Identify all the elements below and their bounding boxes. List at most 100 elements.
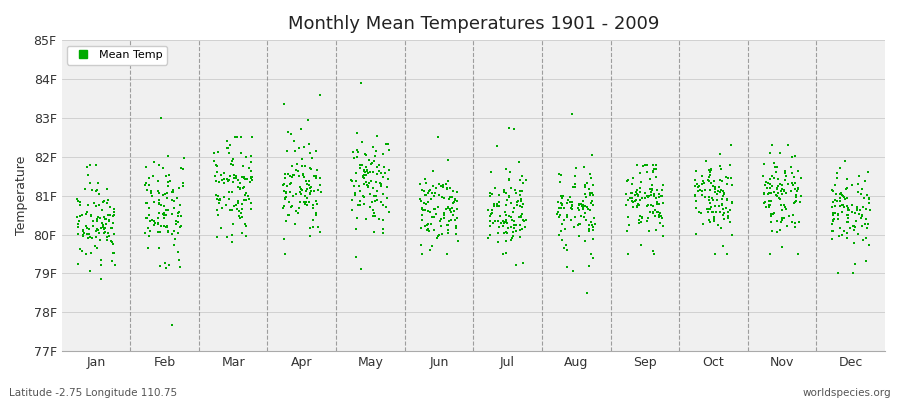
Point (294, 187, 309, 193)
Point (621, 213, 635, 220)
Point (490, 200, 504, 207)
Point (716, 193, 730, 199)
Point (654, 215, 669, 221)
Point (576, 202, 590, 208)
Point (861, 196, 876, 202)
Point (830, 170, 844, 176)
Point (825, 217, 840, 224)
Point (826, 212, 841, 218)
Point (345, 197, 359, 204)
Point (441, 227, 455, 234)
Point (362, 180, 376, 186)
Point (141, 212, 156, 218)
Point (560, 200, 574, 206)
Point (436, 184, 450, 190)
Point (230, 202, 244, 208)
Point (646, 191, 661, 198)
Point (861, 242, 876, 248)
Point (354, 162, 368, 168)
Point (382, 209, 396, 215)
Point (841, 204, 855, 211)
Point (176, 182, 191, 189)
Point (694, 210, 708, 217)
Point (501, 124, 516, 131)
Point (581, 222, 596, 228)
Point (346, 154, 361, 161)
Point (586, 235, 600, 242)
Point (300, 195, 314, 201)
Point (361, 184, 375, 190)
Point (632, 202, 646, 208)
Point (361, 183, 375, 190)
Point (637, 195, 652, 201)
Point (89, 187, 104, 193)
Point (291, 168, 305, 174)
Point (228, 134, 242, 140)
Point (441, 178, 455, 184)
Point (653, 220, 668, 226)
Point (555, 201, 570, 208)
Point (652, 191, 666, 197)
Point (302, 190, 317, 196)
Point (560, 263, 574, 270)
Point (513, 187, 527, 194)
Point (655, 193, 670, 199)
Point (497, 220, 511, 226)
Point (491, 218, 506, 225)
Point (711, 202, 725, 209)
Point (104, 225, 118, 231)
Point (97, 214, 112, 220)
Point (652, 212, 666, 218)
Point (625, 190, 639, 196)
Point (76, 232, 91, 238)
Point (833, 203, 848, 209)
Point (499, 202, 513, 208)
Point (174, 213, 188, 220)
Point (105, 241, 120, 248)
Point (375, 202, 390, 209)
Point (503, 224, 517, 230)
Point (828, 210, 842, 216)
Point (652, 214, 666, 220)
Point (858, 178, 872, 184)
Point (630, 161, 644, 168)
Point (790, 168, 805, 174)
Point (90, 218, 104, 224)
Point (554, 194, 569, 201)
Point (223, 173, 238, 179)
Point (557, 204, 572, 211)
Point (701, 166, 716, 173)
Point (70, 196, 85, 202)
Point (151, 178, 166, 184)
Point (718, 174, 733, 180)
Point (356, 193, 371, 199)
Point (236, 163, 250, 170)
Point (501, 194, 516, 200)
Point (826, 218, 841, 224)
Point (302, 177, 317, 184)
Point (372, 162, 386, 168)
Point (142, 182, 157, 188)
Point (724, 162, 738, 168)
Point (283, 173, 297, 180)
Point (629, 204, 643, 210)
Point (348, 177, 363, 184)
Point (787, 200, 801, 206)
Point (556, 193, 571, 199)
Point (646, 166, 661, 172)
Point (415, 206, 429, 213)
Point (504, 237, 518, 244)
Point (102, 232, 116, 239)
Point (644, 182, 659, 188)
Point (724, 232, 739, 238)
Point (147, 199, 161, 206)
Point (832, 191, 847, 198)
Point (281, 212, 295, 218)
Point (285, 203, 300, 209)
Point (700, 206, 715, 212)
Point (225, 206, 239, 213)
Point (778, 204, 792, 210)
Point (763, 181, 778, 187)
Point (572, 206, 586, 213)
Point (704, 167, 718, 173)
